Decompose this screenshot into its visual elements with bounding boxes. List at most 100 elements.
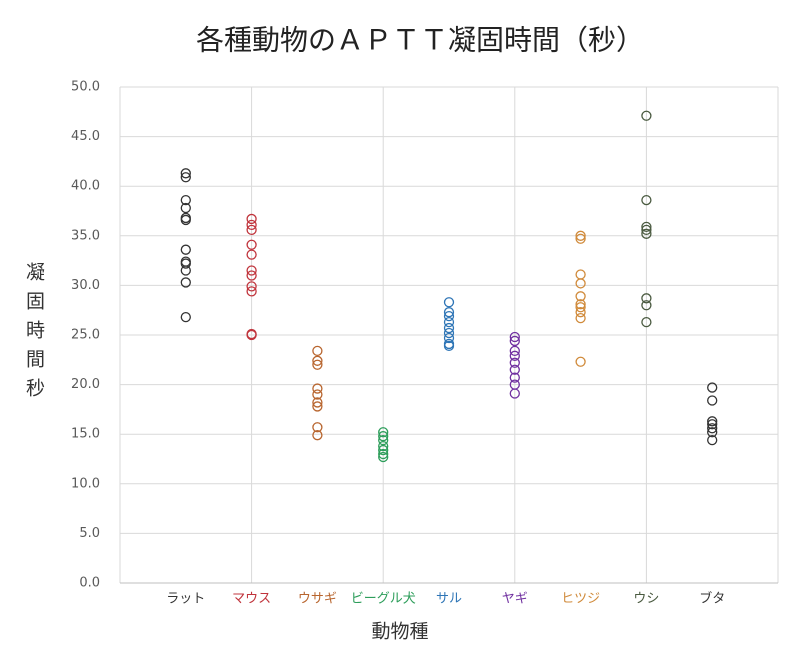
point xyxy=(246,249,257,260)
point xyxy=(707,416,718,427)
y-tick-label: 45.0 xyxy=(71,129,100,144)
point xyxy=(246,281,257,292)
point xyxy=(509,335,520,347)
point xyxy=(180,265,191,276)
chart-title: 各種動物のＡＰＴＴ凝固時間（秒） xyxy=(196,24,644,57)
point xyxy=(246,286,257,297)
x-tick-label: ラット xyxy=(166,592,205,607)
point xyxy=(707,427,718,438)
y-tick-label: 35.0 xyxy=(71,228,100,243)
point xyxy=(378,444,389,456)
y-tick-label: 10.0 xyxy=(71,476,100,491)
point xyxy=(246,329,257,341)
point xyxy=(575,307,586,318)
point xyxy=(641,110,652,121)
point xyxy=(575,233,586,244)
point xyxy=(180,172,191,183)
point xyxy=(246,270,257,281)
point xyxy=(575,278,586,289)
point xyxy=(509,388,520,399)
y-tick-label: 5.0 xyxy=(79,526,100,541)
point xyxy=(312,422,323,433)
point xyxy=(509,350,520,361)
point xyxy=(575,299,586,310)
point xyxy=(180,311,191,323)
point xyxy=(443,297,455,308)
point xyxy=(378,431,389,442)
point xyxy=(180,202,191,214)
point xyxy=(641,224,652,235)
point xyxy=(443,307,455,318)
y-tick-label: 40.0 xyxy=(71,179,100,194)
point xyxy=(707,435,718,446)
x-tick-label: マウス xyxy=(232,592,271,607)
point xyxy=(509,372,520,383)
x-tick-label: ビーグル犬 xyxy=(351,592,416,607)
y-axis-title: 凝固時間秒 xyxy=(23,262,45,407)
point xyxy=(180,244,191,255)
point xyxy=(575,356,586,367)
point xyxy=(443,327,455,339)
point xyxy=(575,312,586,324)
point xyxy=(378,448,389,460)
point xyxy=(312,355,323,366)
point xyxy=(180,214,191,226)
point xyxy=(509,357,520,368)
point xyxy=(180,277,191,288)
point xyxy=(246,224,257,235)
point xyxy=(707,382,718,393)
point xyxy=(378,440,389,452)
point xyxy=(246,265,257,276)
point xyxy=(707,395,718,406)
point xyxy=(641,316,652,328)
point xyxy=(509,345,520,357)
point xyxy=(707,419,718,430)
point xyxy=(378,451,389,463)
point xyxy=(378,435,389,446)
x-tick-label: ヤギ xyxy=(502,592,528,607)
point xyxy=(509,331,520,343)
point xyxy=(312,397,323,408)
y-tick-label: 15.0 xyxy=(71,427,100,442)
point xyxy=(575,302,586,313)
x-tick-label: ウシ xyxy=(633,592,659,607)
y-tick-label: 25.0 xyxy=(71,328,100,343)
y-tick-label: 30.0 xyxy=(71,278,100,293)
point xyxy=(443,316,455,328)
point xyxy=(180,258,191,269)
point xyxy=(312,359,323,370)
point xyxy=(312,345,323,357)
x-tick-label: ブタ xyxy=(699,591,725,607)
point xyxy=(378,427,389,438)
point xyxy=(246,219,257,231)
point xyxy=(443,340,455,352)
x-tick-label: ヒツジ xyxy=(561,592,600,607)
point xyxy=(443,311,455,322)
point xyxy=(641,221,652,233)
point xyxy=(180,194,191,206)
point xyxy=(312,401,323,412)
point xyxy=(641,300,652,311)
point xyxy=(641,194,652,206)
point xyxy=(180,168,191,179)
point xyxy=(641,228,652,239)
point xyxy=(312,430,323,441)
point xyxy=(443,332,455,344)
point xyxy=(707,423,718,434)
point xyxy=(246,239,257,250)
point xyxy=(575,291,586,302)
point xyxy=(246,213,257,225)
y-tick-label: 20.0 xyxy=(71,377,100,392)
x-tick-label: ウサギ xyxy=(298,592,337,607)
point xyxy=(575,230,586,241)
point xyxy=(575,269,586,280)
point xyxy=(443,322,455,334)
point xyxy=(312,389,323,400)
point xyxy=(509,364,520,375)
x-axis-title: 動物種 xyxy=(371,621,428,643)
y-tick-label: 0.0 xyxy=(79,576,100,591)
point xyxy=(641,293,652,304)
y-tick-label: 50.0 xyxy=(71,80,100,95)
x-tick-label: サル xyxy=(436,592,462,607)
